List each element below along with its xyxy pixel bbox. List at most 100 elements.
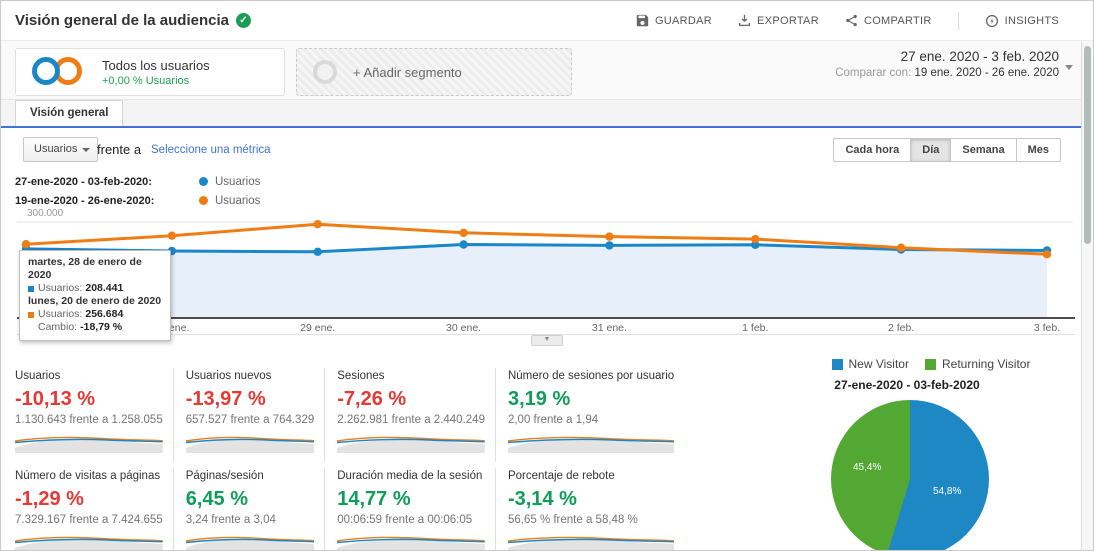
tab-overview[interactable]: Visión general [15,100,124,126]
date-range-compare: 19 ene. 2020 - 26 ene. 2020 [914,67,1059,79]
data-point[interactable] [459,228,468,237]
legend-returning-visitor[interactable]: Returning Visitor [924,357,1030,371]
sparkline [15,436,163,453]
data-point[interactable] [896,243,906,252]
metric-card-sesiones-por-usuario[interactable]: Número de sesiones por usuario 3,19 % 2,… [494,368,684,462]
header-divider [957,11,959,30]
data-point[interactable] [21,240,31,249]
data-point[interactable] [459,240,468,249]
blue-square-icon [831,358,843,370]
tooltip-date-current: martes, 28 de enero de 2020 [28,256,142,281]
metric-cards-grid: Usuarios -10,13 % 1.130.643 frente a 1.2… [15,368,675,550]
granularity-mes[interactable]: Mes [1015,138,1061,162]
report-header: Visión general de la audiencia ✓ GUARDAR… [1,1,1093,41]
data-point[interactable] [313,247,322,256]
series-line-current [25,243,1048,254]
date-range-selector[interactable]: 27 ene. 2020 - 3 feb. 2020 Comparar con:… [835,49,1073,79]
visitor-type-pie-chart[interactable]: 54,8% 45,4% [831,400,989,550]
compare-label: Comparar con: [835,67,912,79]
sparkline [337,436,485,453]
save-icon [636,14,649,27]
blue-square-icon [28,285,34,292]
pie-title: 27-ene-2020 - 03-feb-2020 [834,378,980,392]
pie-label-new-visitor: 54,8% [933,486,962,497]
vs-label: frente a [97,142,142,157]
series-area-current [26,244,1047,317]
scrollbar-thumb[interactable] [1084,46,1091,244]
x-axis-tick: 3 feb. [1033,322,1061,334]
granularity-cada-hora[interactable]: Cada hora [833,138,912,162]
export-icon [738,14,751,27]
x-axis: ...28 ene.29 ene.30 ene.31 ene.1 feb.2 f… [17,322,1075,335]
chart-collapse-button[interactable]: ▼ [531,335,563,346]
metric-card-paginas-sesion[interactable]: Páginas/sesión 6,45 % 3,24 frente a 3,04 [172,468,325,550]
metric-card-usuarios-nuevos[interactable]: Usuarios nuevos -13,97 % 657.527 frente … [172,368,325,462]
metric-card-usuarios[interactable]: Usuarios -10,13 % 1.130.643 frente a 1.2… [15,368,173,462]
granularity-semana[interactable]: Semana [950,138,1017,162]
tab-strip: Visión general [1,99,1093,128]
sparkline [337,536,485,550]
timeseries-chart[interactable]: 300.000 [17,207,1075,319]
pie-label-returning-visitor: 45,4% [853,462,882,473]
sparkline [507,536,675,550]
visitor-type-section: New Visitor Returning Visitor 27-ene-202… [781,357,1081,550]
legend-row-current: 27-ene-2020 - 03-feb-2020: Usuarios [15,175,261,188]
data-point[interactable] [751,234,760,244]
segment-name: Todos los usuarios [102,57,210,73]
tooltip-date-previous: lunes, 20 de enero de 2020 [28,295,162,307]
legend-dot-blue [199,177,208,186]
x-axis-tick: 30 ene. [446,322,482,334]
date-range-primary: 27 ene. 2020 - 3 feb. 2020 [900,49,1059,64]
add-segment-button[interactable]: + Añadir segmento [296,48,572,96]
export-button[interactable]: EXPORTAR [738,14,819,27]
segment-band: Todos los usuarios +0,00 % Usuarios + Añ… [1,41,1093,99]
vertical-scrollbar[interactable] [1081,42,1093,550]
chart-tooltip: martes, 28 de enero de 2020 Usuarios: 20… [19,250,171,341]
chevron-down-icon [1065,65,1073,70]
data-point[interactable] [605,241,614,250]
green-square-icon [924,358,936,370]
select-metric-link[interactable]: Seleccione una métrica [151,144,271,156]
legend-row-previous: 19-ene-2020 - 26-ene-2020: Usuarios [15,194,261,207]
add-segment-circle-icon [313,60,337,84]
insights-icon [985,14,999,28]
timeseries-svg [17,220,1073,317]
segment-all-users[interactable]: Todos los usuarios +0,00 % Usuarios [15,48,285,96]
x-axis-tick: 2 feb. [888,322,915,334]
chevron-down-icon [82,148,91,152]
chart-legend: 27-ene-2020 - 03-feb-2020: Usuarios 19-e… [15,172,260,210]
share-icon [845,14,858,27]
granularity-button-group: Cada hora Día Semana Mes [833,138,1061,162]
sparkline [185,536,315,550]
segment-rings-icon [32,57,88,87]
sparkline [507,436,675,453]
metric-card-visitas-paginas[interactable]: Número de visitas a páginas -1,29 % 7.32… [15,468,173,550]
sparkline [15,536,163,550]
metric-card-duracion-media[interactable]: Duración media de la sesión 14,77 % 00:0… [324,468,495,550]
x-axis-tick: 31 ene. [591,322,627,334]
x-axis-tick: 1 feb. [742,322,769,334]
granularity-día[interactable]: Día [910,138,952,162]
metric-card-porcentaje-rebote[interactable]: Porcentaje de rebote -3,14 % 56,65 % fre… [494,468,684,550]
data-point[interactable] [1042,250,1052,259]
page-title: Visión general de la audiencia [15,12,229,29]
save-button[interactable]: GUARDAR [636,14,712,27]
data-point[interactable] [167,231,177,240]
verified-check-icon: ✓ [235,13,251,28]
data-point[interactable] [605,232,614,241]
sparkline [185,436,315,453]
pie-legend: New Visitor Returning Visitor [781,357,1081,371]
legend-dot-orange [199,196,208,205]
insights-button[interactable]: INSIGHTS [985,14,1059,28]
chart-controls: Usuarios frente a Seleccione una métrica… [1,130,1093,170]
series-line-previous [25,222,1048,256]
data-point[interactable] [313,220,322,229]
metric-card-sesiones[interactable]: Sesiones -7,26 % 2.262.981 frente a 2.44… [324,368,495,462]
share-button[interactable]: COMPARTIR [845,14,932,27]
metric-select[interactable]: Usuarios [23,137,99,162]
legend-new-visitor[interactable]: New Visitor [831,357,909,371]
orange-square-icon [28,311,34,318]
y-axis-tick: 300.000 [27,208,64,219]
x-axis-tick: 29 ene. [300,322,336,334]
